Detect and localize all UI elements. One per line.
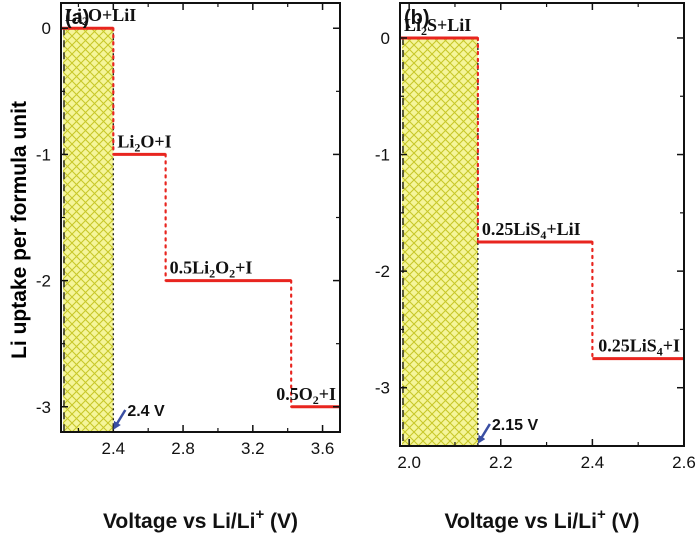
panel-a: Li2O+LiI Li2O+I 0.5Li2O2+I 0.5O2+I 0 -1 -2 -3 2.… (36, 2, 341, 533)
x-tick-label: 2.4 (581, 453, 605, 472)
step-label: Li2O+I (117, 131, 171, 154)
voltage-marker-label: 2.15 V (492, 417, 539, 434)
hatched-region (402, 37, 478, 446)
x-tick-label: 2.6 (672, 453, 696, 472)
step-label: 0.5Li2O2+I (170, 258, 253, 281)
y-tick-label: -3 (375, 379, 390, 398)
panel-b: Li2S+LiI 0.25LiS4+LiI 0.25LiS4+I 0 -1 -2 -3 2.0… (375, 2, 696, 533)
x-tick-label: 2.2 (489, 453, 513, 472)
x-tick-label: 3.2 (241, 439, 265, 458)
step-label: 0.25LiS4+I (598, 336, 680, 359)
plot-frame (399, 2, 685, 447)
x-tick-label: 3.6 (311, 439, 335, 458)
step-label: Li2O+LiI (65, 5, 136, 28)
y-tick-label: 0 (381, 29, 390, 48)
panel-label: (a) (65, 7, 89, 29)
step-label: 0.25LiS4+LiI (482, 219, 581, 242)
x-tick-label: 2.0 (397, 453, 421, 472)
step-label: Li2S+LiI (404, 15, 471, 38)
y-tick-label: -1 (375, 146, 390, 165)
hatched-region (63, 28, 114, 433)
y-tick-label: 0 (42, 19, 51, 38)
y-tick-label: -2 (36, 272, 51, 291)
panel-label: (b) (404, 7, 430, 29)
x-axis-label: Voltage vs Li/Li+ (V) (444, 506, 639, 533)
y-tick-label: -1 (36, 145, 51, 164)
step-label: 0.5O2+I (276, 384, 336, 407)
y-tick-label: -2 (375, 262, 390, 281)
x-tick-label: 2.8 (171, 439, 195, 458)
y-axis-label: Li uptake per formula unit (8, 101, 31, 359)
x-axis-label: Voltage vs Li/Li+ (V) (103, 506, 298, 533)
x-tick-label: 2.4 (101, 439, 125, 458)
voltage-marker-label: 2.4 V (127, 403, 165, 420)
voltage-marker-arrow (113, 409, 127, 430)
y-tick-label: -3 (36, 398, 51, 417)
voltage-marker-arrow (477, 423, 491, 444)
